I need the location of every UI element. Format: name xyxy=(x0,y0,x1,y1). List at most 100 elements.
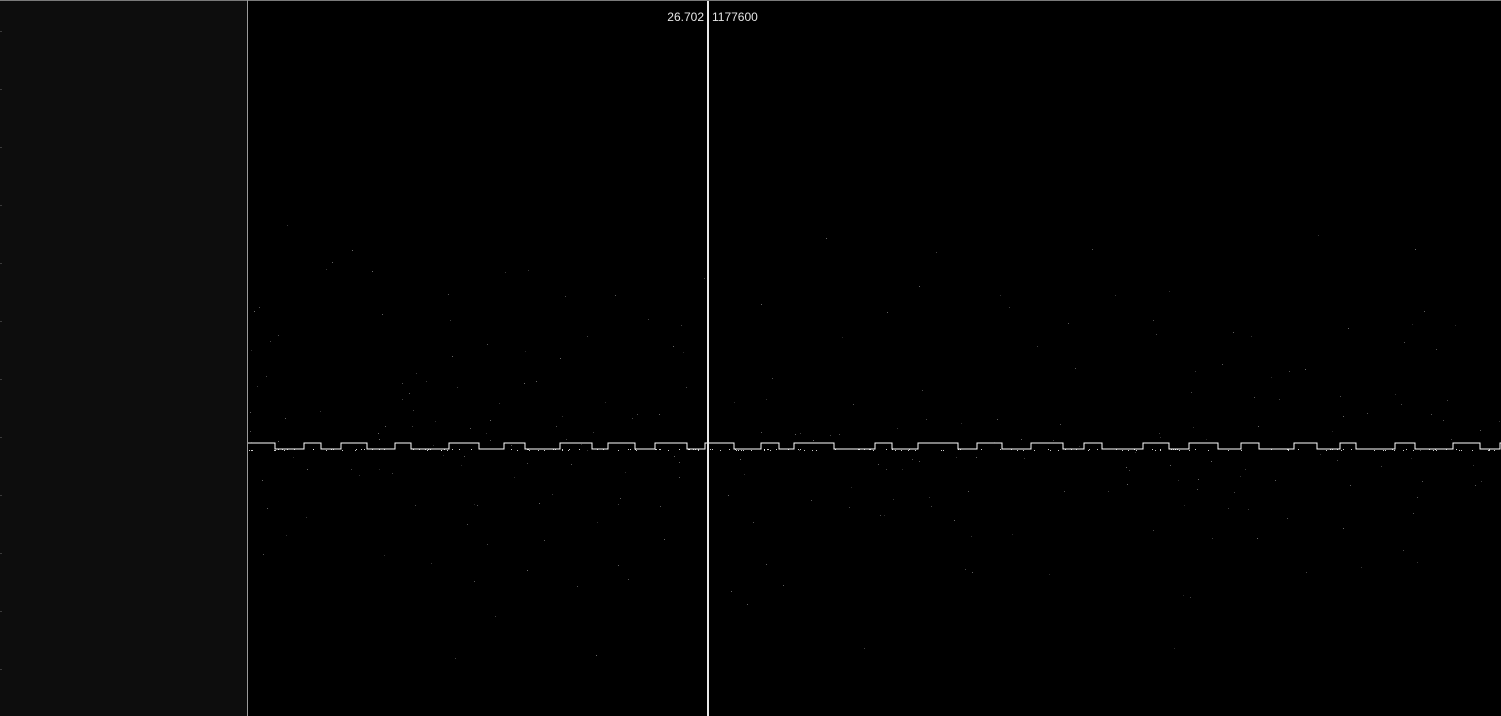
scatter-sample-dot xyxy=(1183,595,1184,596)
signal-sample-dot xyxy=(419,449,420,450)
signal-sample-dot xyxy=(355,450,356,451)
signal-sample-dot xyxy=(1403,450,1404,451)
scatter-sample-dot xyxy=(587,336,588,337)
signal-sample-dot xyxy=(287,449,288,450)
scatter-sample-dot xyxy=(461,465,462,466)
signal-sample-dot xyxy=(252,450,253,451)
signal-sample-dot xyxy=(1034,450,1035,451)
scatter-sample-dot xyxy=(968,491,969,492)
scatter-sample-dot xyxy=(378,433,379,434)
scatter-sample-dot xyxy=(618,565,619,566)
scale-tick xyxy=(0,553,2,554)
signal-sample-dot xyxy=(659,449,660,450)
signal-sample-dot xyxy=(698,449,699,450)
scatter-sample-dot xyxy=(637,414,638,415)
scatter-sample-dot xyxy=(1195,371,1196,372)
signal-sample-dot xyxy=(1385,450,1386,451)
scatter-sample-dot xyxy=(487,544,488,545)
scatter-sample-dot xyxy=(571,464,572,465)
scatter-sample-dot xyxy=(842,337,843,338)
scatter-sample-dot xyxy=(477,505,478,506)
scatter-sample-dot xyxy=(1012,534,1013,535)
scatter-sample-dot xyxy=(490,420,491,421)
scatter-sample-dot xyxy=(686,387,687,388)
scatter-sample-dot xyxy=(664,539,665,540)
scatter-sample-dot xyxy=(1184,505,1185,506)
scatter-sample-dot xyxy=(1271,377,1272,378)
scatter-sample-dot xyxy=(1436,349,1437,350)
scatter-sample-dot xyxy=(495,616,496,617)
scatter-sample-dot xyxy=(800,433,801,434)
signal-sample-dot xyxy=(1134,449,1135,450)
scatter-sample-dot xyxy=(1415,249,1416,250)
scatter-sample-dot xyxy=(562,416,563,417)
scatter-sample-dot xyxy=(813,440,814,441)
scatter-sample-dot xyxy=(1037,346,1038,347)
scatter-sample-dot xyxy=(674,456,675,457)
scatter-sample-dot xyxy=(897,428,898,429)
signal-sample-dot xyxy=(603,449,604,450)
scatter-sample-dot xyxy=(615,295,616,296)
signal-sample-dot xyxy=(1406,449,1407,450)
scatter-sample-dot xyxy=(893,499,894,500)
scatter-sample-dot xyxy=(880,515,881,516)
scatter-sample-dot xyxy=(1413,513,1414,514)
scatter-sample-dot xyxy=(811,500,812,501)
signal-sample-dot xyxy=(1076,449,1077,450)
scale-tick xyxy=(0,611,2,612)
signal-sample-dot xyxy=(1341,450,1342,451)
scatter-sample-dot xyxy=(514,477,515,478)
scatter-sample-dot xyxy=(1287,518,1288,519)
signal-sample-dot xyxy=(447,450,448,451)
scatter-sample-dot xyxy=(1068,323,1069,324)
signal-sample-dot xyxy=(1271,449,1272,450)
scatter-sample-dot xyxy=(971,536,972,537)
signal-sample-dot xyxy=(379,449,380,450)
scatter-sample-dot xyxy=(605,402,606,403)
scatter-sample-dot xyxy=(464,456,465,457)
scatter-sample-dot xyxy=(1340,396,1341,397)
scatter-sample-dot xyxy=(632,418,633,419)
signal-sample-dot xyxy=(886,449,887,450)
scatter-sample-dot xyxy=(922,390,923,391)
scatter-sample-dot xyxy=(1245,469,1246,470)
scatter-sample-dot xyxy=(1024,458,1025,459)
scatter-sample-dot xyxy=(1159,433,1160,434)
scatter-sample-dot xyxy=(683,352,684,353)
scale-tick xyxy=(0,437,2,438)
scatter-sample-dot xyxy=(628,579,629,580)
scatter-sample-dot xyxy=(1156,334,1157,335)
scatter-sample-dot xyxy=(415,505,416,506)
scatter-sample-dot xyxy=(596,655,597,656)
scatter-sample-dot xyxy=(1367,413,1368,414)
scatter-sample-dot xyxy=(1211,461,1212,462)
scatter-sample-dot xyxy=(853,404,854,405)
signal-sample-dot xyxy=(1287,449,1288,450)
scatter-sample-dot xyxy=(851,487,852,488)
time-cursor[interactable] xyxy=(707,1,709,716)
scatter-sample-dot xyxy=(1395,394,1396,395)
scale-tick xyxy=(0,669,2,670)
signal-sample-dot xyxy=(679,449,680,450)
signal-sample-dot xyxy=(528,449,529,450)
scatter-sample-dot xyxy=(565,296,566,297)
signal-sample-dot xyxy=(909,449,910,450)
signal-sample-dot xyxy=(1097,449,1098,450)
scatter-sample-dot xyxy=(1060,424,1061,425)
signal-sample-dot xyxy=(688,449,689,450)
signal-sample-dot xyxy=(1179,450,1180,451)
scatter-sample-dot xyxy=(499,403,500,404)
signal-sample-dot xyxy=(1058,450,1059,451)
scatter-sample-dot xyxy=(581,444,582,445)
scatter-sample-dot xyxy=(435,421,436,422)
channel-panel[interactable] xyxy=(0,0,247,716)
signal-sample-dot xyxy=(816,450,817,451)
signal-sample-dot xyxy=(981,449,982,450)
scatter-sample-dot xyxy=(961,423,962,424)
scatter-sample-dot xyxy=(878,464,879,465)
waveform-view[interactable]: 26.702 1177600 xyxy=(248,0,1501,716)
scatter-sample-dot xyxy=(1193,427,1194,428)
scatter-sample-dot xyxy=(470,428,471,429)
scatter-sample-dot xyxy=(704,278,705,279)
